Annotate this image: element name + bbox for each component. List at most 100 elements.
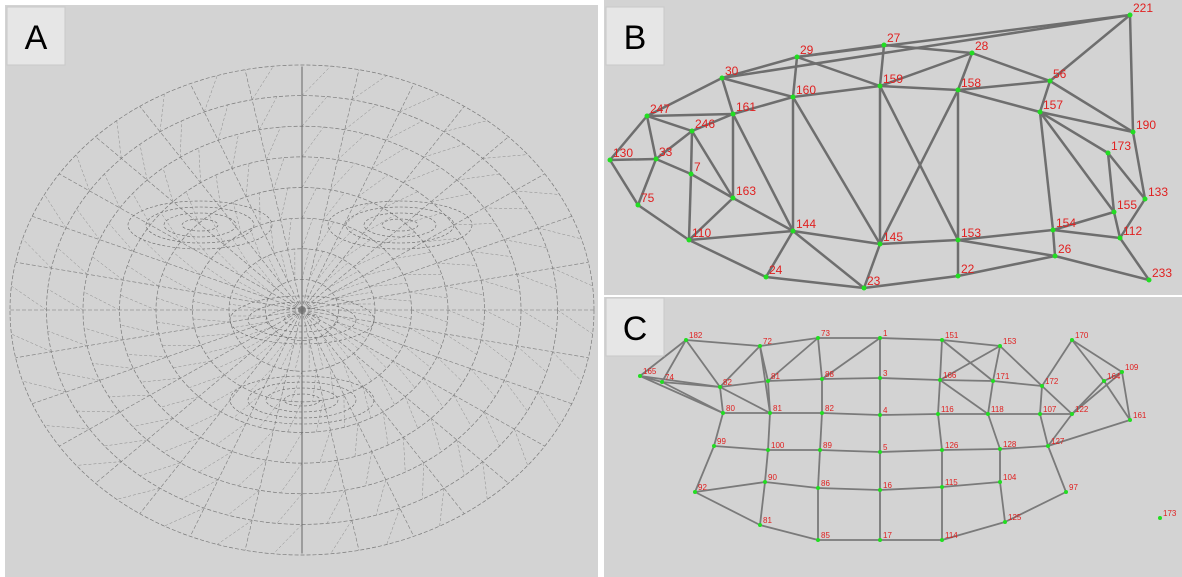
vertex xyxy=(721,411,725,415)
vertex xyxy=(645,114,650,119)
vertex xyxy=(940,338,944,342)
vertex xyxy=(766,379,770,383)
mesh-edge xyxy=(880,414,938,415)
vertex xyxy=(764,275,769,280)
vertex-label: 22 xyxy=(961,262,975,276)
vertex-label: 122 xyxy=(1075,405,1089,414)
vertex-label: 28 xyxy=(975,39,989,53)
vertex-label: 128 xyxy=(1003,440,1017,449)
vertex-label: 221 xyxy=(1133,1,1153,15)
vertex xyxy=(1051,228,1056,233)
vertex xyxy=(878,488,882,492)
vertex-label: 154 xyxy=(1056,216,1076,230)
vertex xyxy=(1040,384,1044,388)
vertex xyxy=(636,203,641,208)
mesh-edge xyxy=(940,380,993,381)
vertex xyxy=(820,377,824,381)
vertex-label: 33 xyxy=(659,145,673,159)
vertex-label: 80 xyxy=(726,404,735,413)
vertex xyxy=(1106,151,1111,156)
vertex xyxy=(956,88,961,93)
vertex xyxy=(940,485,944,489)
vertex xyxy=(878,84,883,89)
vertex xyxy=(991,379,995,383)
vertex xyxy=(940,538,944,542)
vertex-label: 90 xyxy=(768,473,777,482)
vertex-label: 164 xyxy=(1107,372,1121,381)
vertex-label: 99 xyxy=(717,437,726,446)
vertex-label: 81 xyxy=(773,404,782,413)
vertex-label: 118 xyxy=(991,405,1004,414)
vertex xyxy=(1038,412,1042,416)
vertex-label: 81 xyxy=(763,516,772,525)
vertex-label: 56 xyxy=(1053,67,1067,81)
vertex xyxy=(1003,520,1007,524)
vertex xyxy=(758,344,762,348)
vertex xyxy=(766,448,770,452)
vertex-label: 5 xyxy=(883,443,888,452)
vertex-label: 172 xyxy=(1045,377,1059,386)
mesh-edge xyxy=(691,131,692,174)
vertex-label: 130 xyxy=(613,146,633,160)
vertex-label: 161 xyxy=(1133,411,1147,420)
vertex-label: 160 xyxy=(796,83,816,97)
vertex xyxy=(795,55,800,60)
vertex xyxy=(768,411,772,415)
vertex xyxy=(731,196,736,201)
vertex xyxy=(791,229,796,234)
vertex-label: 82 xyxy=(723,378,732,387)
vertex xyxy=(1046,444,1050,448)
vertex-label: 233 xyxy=(1152,266,1172,280)
vertex-label: 170 xyxy=(1075,331,1089,340)
figure: 2212927283015915856160247161157246190130… xyxy=(0,0,1182,577)
vertex-label: 155 xyxy=(1117,198,1137,212)
vertex-label: 109 xyxy=(1125,363,1139,372)
vertex xyxy=(720,76,725,81)
vertex-label: 81 xyxy=(771,372,780,381)
vertex xyxy=(758,523,762,527)
vertex xyxy=(654,157,659,162)
vertex xyxy=(878,538,882,542)
vertex-label: 30 xyxy=(725,64,739,78)
vertex-label: 165 xyxy=(643,367,657,376)
vertex-label: 7 xyxy=(694,160,701,174)
vertex-label: 4 xyxy=(883,406,888,415)
vertex xyxy=(1131,130,1136,135)
vertex-label: 26 xyxy=(1058,242,1072,256)
vertex xyxy=(878,336,882,340)
vertex-label: 3 xyxy=(883,369,888,378)
vertex xyxy=(862,286,867,291)
vertex-label: 159 xyxy=(883,72,903,86)
vertex xyxy=(763,480,767,484)
vertex xyxy=(1102,379,1106,383)
vertex xyxy=(1112,210,1117,215)
vertex xyxy=(998,480,1002,484)
vertex xyxy=(1064,490,1068,494)
vertex-label: 88 xyxy=(825,370,834,379)
vertex xyxy=(693,490,697,494)
vertex xyxy=(1147,278,1152,283)
vertex-label: 114 xyxy=(945,531,958,540)
vertex-label: 116 xyxy=(941,405,954,414)
vertex xyxy=(878,413,882,417)
vertex xyxy=(690,129,695,134)
vertex xyxy=(1143,197,1148,202)
vertex xyxy=(818,448,822,452)
vertex xyxy=(1048,79,1053,84)
vertex xyxy=(1070,338,1074,342)
vertex-label: 85 xyxy=(821,531,830,540)
vertex-label: 110 xyxy=(692,226,711,240)
vertex-label: 92 xyxy=(698,483,707,492)
vertex-label: 24 xyxy=(769,263,783,277)
vertex xyxy=(998,344,1002,348)
vertex-label: 171 xyxy=(996,372,1010,381)
vertex xyxy=(940,448,944,452)
vertex-label: 1 xyxy=(883,329,888,338)
vertex-label: 100 xyxy=(771,441,785,450)
vertex-label: 133 xyxy=(1148,185,1168,199)
vertex xyxy=(687,238,692,243)
vertex-label: 151 xyxy=(945,331,959,340)
panel-label: A xyxy=(25,19,48,57)
vertex-label: 23 xyxy=(867,274,881,288)
vertex-label: 72 xyxy=(763,337,772,346)
